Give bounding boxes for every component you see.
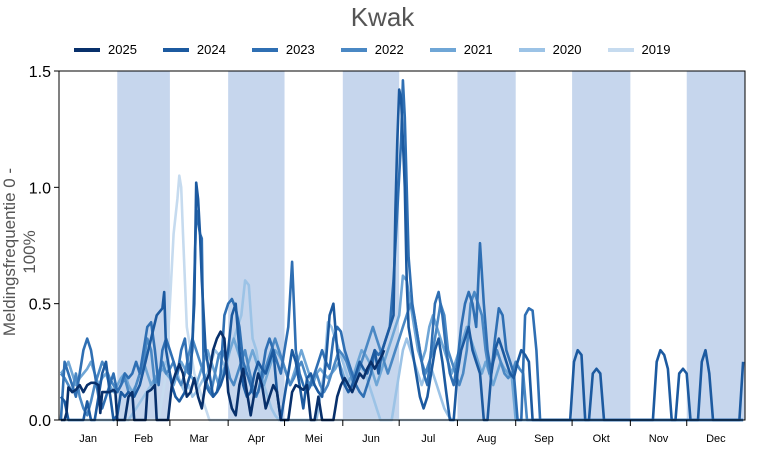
legend-item-2022: 2022 [340, 42, 404, 57]
legend-item-2023: 2023 [251, 42, 315, 57]
x-tick-label: Sep [534, 433, 554, 445]
y-tick-label: 1.5 [29, 64, 51, 81]
month-band-okt [572, 71, 631, 420]
legend-item-2020: 2020 [518, 42, 582, 57]
x-tick-label: Jan [79, 433, 97, 445]
x-tick-label: Mar [190, 433, 209, 445]
chart-legend: 2025 2024 2023 2022 2021 2020 2019 [74, 42, 696, 57]
legend-swatch [251, 47, 278, 52]
legend-swatch [518, 47, 545, 52]
legend-item-2024: 2024 [162, 42, 226, 57]
x-tick-label: Mei [305, 433, 323, 445]
y-tick-label: 0.5 [29, 297, 51, 314]
plot-frame [58, 70, 746, 421]
legend-label: 2021 [463, 42, 493, 57]
legend-item-2019: 2019 [607, 42, 671, 57]
legend-swatch [607, 47, 634, 52]
x-tick-label: Dec [706, 433, 726, 445]
x-tick-label: Jun [362, 433, 380, 445]
legend-label: 2019 [641, 42, 671, 57]
y-tick-label: 1.0 [29, 180, 51, 197]
month-band-dec [686, 71, 745, 420]
legend-swatch [74, 47, 100, 52]
legend-item-2025: 2025 [74, 42, 137, 57]
x-tick-label: Nov [649, 433, 669, 445]
x-tick-label: Feb [134, 433, 153, 445]
x-tick-label: Apr [248, 433, 265, 445]
legend-swatch [340, 47, 367, 52]
legend-swatch [162, 47, 189, 52]
x-tick-label: Jul [421, 433, 435, 445]
legend-label: 2020 [552, 42, 582, 57]
x-tick-label: Aug [477, 433, 497, 445]
legend-label: 2025 [108, 42, 137, 57]
legend-label: 2022 [374, 42, 404, 57]
legend-item-2021: 2021 [429, 42, 493, 57]
chart-title: Kwak [350, 2, 415, 32]
legend-label: 2023 [285, 42, 315, 57]
y-tick-label: 0.0 [29, 413, 51, 430]
legend-swatch [429, 47, 456, 52]
legend-label: 2024 [196, 42, 226, 57]
x-tick-label: Okt [593, 433, 610, 445]
